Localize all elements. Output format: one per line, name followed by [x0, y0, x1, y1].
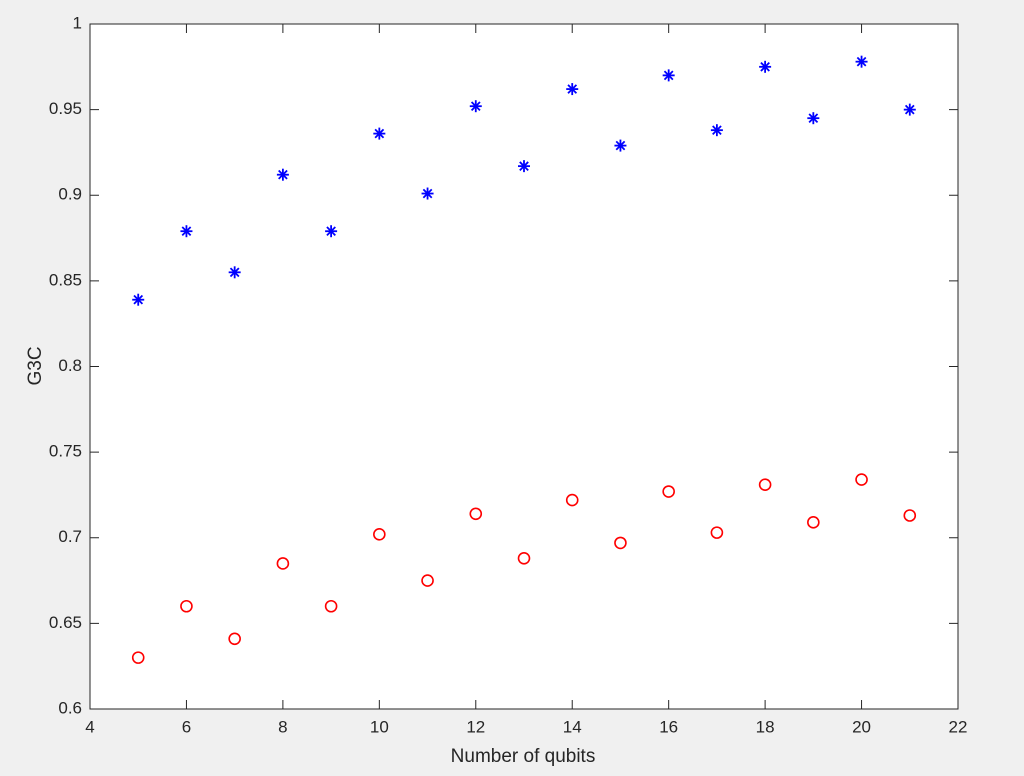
point: [855, 473, 868, 486]
y-tick-label: 0.65: [49, 613, 82, 632]
x-tick-label: 10: [370, 717, 389, 736]
star-stroke: [181, 226, 192, 237]
x-tick-label: 6: [182, 717, 191, 736]
point: [469, 507, 483, 521]
x-tick-label: 4: [85, 717, 94, 736]
point: [662, 69, 675, 82]
point: [421, 187, 434, 200]
star-stroke: [615, 140, 626, 151]
y-tick-label: 0.9: [58, 185, 82, 204]
star-stroke: [229, 267, 240, 278]
point: [566, 83, 579, 96]
point: [614, 139, 627, 152]
point: [469, 100, 482, 113]
plot-area: [89, 23, 959, 710]
y-tick-label: 0.75: [49, 442, 82, 461]
y-tick-label: 0.95: [49, 99, 82, 118]
y-axis-label: G3C: [25, 346, 46, 385]
point: [228, 266, 241, 279]
point: [614, 536, 627, 550]
point: [662, 485, 675, 498]
star-stroke: [133, 294, 144, 305]
x-axis-label: Number of qubits: [451, 746, 596, 767]
x-tick-label: 12: [466, 717, 485, 736]
star-stroke: [760, 61, 770, 72]
point: [565, 493, 579, 507]
star-stroke: [904, 104, 915, 115]
star-stroke: [422, 188, 433, 199]
point: [276, 557, 290, 570]
point: [131, 651, 145, 664]
point: [132, 293, 145, 306]
point: [228, 632, 241, 646]
point: [518, 160, 530, 173]
point: [759, 60, 772, 73]
point: [807, 516, 820, 529]
star-stroke: [663, 70, 674, 81]
point: [710, 124, 723, 137]
y-tick-label: 0.8: [58, 356, 82, 375]
point: [903, 103, 916, 116]
star-stroke: [567, 84, 578, 94]
point: [807, 112, 820, 125]
star-stroke: [278, 169, 288, 180]
point: [324, 599, 338, 613]
x-tick-label: 22: [949, 717, 968, 736]
point: [180, 225, 193, 238]
point: [903, 509, 917, 522]
y-tick-label: 0.6: [58, 698, 82, 717]
y-tick-label: 0.7: [58, 527, 82, 546]
star-stroke: [712, 125, 722, 136]
y-tick-label: 0.85: [49, 270, 82, 289]
point: [710, 526, 724, 539]
x-tick-label: 8: [278, 717, 287, 736]
point: [421, 574, 434, 587]
star-stroke: [374, 128, 385, 139]
point: [373, 127, 386, 140]
point: [373, 528, 386, 541]
x-tick-label: 20: [852, 717, 871, 736]
point: [180, 599, 193, 613]
x-tick-label: 14: [563, 717, 582, 736]
point: [325, 225, 338, 238]
x-tick-label: 16: [659, 717, 678, 736]
star-stroke: [856, 56, 867, 67]
y-tick-label: 1: [73, 13, 82, 32]
x-tick-label: 18: [756, 717, 775, 736]
star-stroke: [808, 113, 819, 124]
star-stroke: [326, 226, 336, 237]
star-stroke: [519, 161, 529, 171]
point: [276, 168, 289, 181]
point: [855, 55, 868, 68]
point: [517, 551, 531, 565]
point: [758, 478, 772, 491]
star-stroke: [470, 101, 481, 112]
